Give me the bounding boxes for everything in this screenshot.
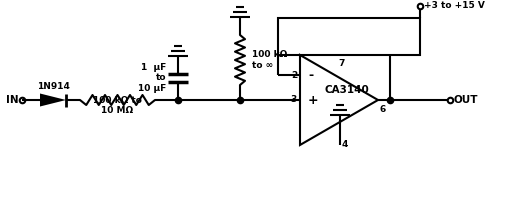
Bar xyxy=(278,18,420,55)
Text: 3: 3 xyxy=(291,95,297,105)
Text: 100 kΩ
to ∞: 100 kΩ to ∞ xyxy=(252,50,287,70)
Text: +3 to +15 V: +3 to +15 V xyxy=(424,1,485,10)
Text: +: + xyxy=(308,94,319,106)
Text: 7: 7 xyxy=(338,59,344,68)
Text: 4: 4 xyxy=(342,140,348,149)
Text: 6: 6 xyxy=(380,105,386,115)
Text: IN: IN xyxy=(6,95,19,105)
Text: -: - xyxy=(308,69,313,82)
Text: 1N914: 1N914 xyxy=(36,82,70,91)
Text: 1  μF
to
10 μF: 1 μF to 10 μF xyxy=(138,63,166,93)
Text: 2: 2 xyxy=(291,71,297,79)
Polygon shape xyxy=(40,94,66,106)
Text: CA3140: CA3140 xyxy=(324,85,369,95)
Text: OUT: OUT xyxy=(454,95,478,105)
Polygon shape xyxy=(300,55,378,145)
Text: 100 kΩ to
10 MΩ: 100 kΩ to 10 MΩ xyxy=(93,96,142,115)
